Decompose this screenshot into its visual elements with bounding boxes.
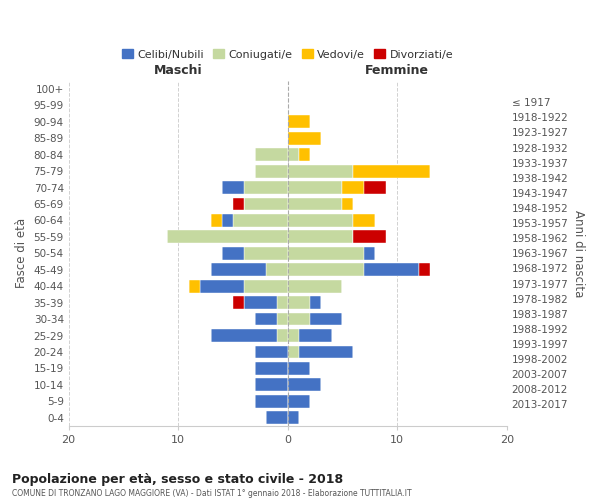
- Bar: [287, 312, 310, 326]
- Bar: [222, 181, 244, 194]
- Bar: [287, 230, 353, 243]
- Bar: [353, 230, 386, 243]
- Bar: [189, 280, 200, 292]
- Bar: [299, 346, 353, 358]
- Bar: [364, 247, 376, 260]
- Bar: [222, 247, 244, 260]
- Bar: [244, 280, 287, 292]
- Bar: [364, 264, 419, 276]
- Bar: [419, 264, 430, 276]
- Bar: [287, 116, 310, 128]
- Bar: [244, 181, 287, 194]
- Bar: [211, 214, 222, 227]
- Bar: [310, 296, 320, 309]
- Bar: [255, 362, 287, 375]
- Bar: [266, 264, 287, 276]
- Bar: [287, 214, 353, 227]
- Bar: [353, 214, 376, 227]
- Bar: [287, 329, 299, 342]
- Bar: [255, 164, 287, 177]
- Bar: [287, 132, 320, 144]
- Bar: [287, 395, 310, 407]
- Bar: [343, 181, 364, 194]
- Bar: [244, 296, 277, 309]
- Bar: [200, 280, 244, 292]
- Bar: [287, 164, 353, 177]
- Bar: [287, 181, 343, 194]
- Bar: [255, 148, 287, 161]
- Y-axis label: Fasce di età: Fasce di età: [15, 218, 28, 288]
- Bar: [299, 148, 310, 161]
- Text: Maschi: Maschi: [154, 64, 202, 78]
- Bar: [167, 230, 287, 243]
- Bar: [277, 296, 287, 309]
- Bar: [310, 312, 343, 326]
- Y-axis label: Anni di nascita: Anni di nascita: [572, 210, 585, 297]
- Bar: [287, 247, 364, 260]
- Bar: [255, 395, 287, 407]
- Bar: [255, 346, 287, 358]
- Bar: [244, 247, 287, 260]
- Bar: [266, 412, 287, 424]
- Legend: Celibi/Nubili, Coniugati/e, Vedovi/e, Divorziati/e: Celibi/Nubili, Coniugati/e, Vedovi/e, Di…: [118, 45, 458, 64]
- Bar: [233, 198, 244, 210]
- Bar: [255, 312, 277, 326]
- Bar: [287, 296, 310, 309]
- Bar: [287, 362, 310, 375]
- Bar: [211, 329, 277, 342]
- Bar: [287, 198, 343, 210]
- Bar: [287, 280, 343, 292]
- Bar: [299, 329, 332, 342]
- Bar: [287, 264, 364, 276]
- Bar: [287, 346, 299, 358]
- Bar: [255, 378, 287, 392]
- Bar: [277, 329, 287, 342]
- Bar: [277, 312, 287, 326]
- Text: COMUNE DI TRONZANO LAGO MAGGIORE (VA) - Dati ISTAT 1° gennaio 2018 - Elaborazion: COMUNE DI TRONZANO LAGO MAGGIORE (VA) - …: [12, 489, 412, 498]
- Bar: [364, 181, 386, 194]
- Bar: [222, 214, 233, 227]
- Bar: [233, 214, 287, 227]
- Bar: [287, 412, 299, 424]
- Bar: [287, 378, 320, 392]
- Bar: [287, 148, 299, 161]
- Text: Femmine: Femmine: [365, 64, 429, 78]
- Bar: [353, 164, 430, 177]
- Bar: [211, 264, 266, 276]
- Bar: [233, 296, 244, 309]
- Text: Popolazione per età, sesso e stato civile - 2018: Popolazione per età, sesso e stato civil…: [12, 472, 343, 486]
- Bar: [244, 198, 287, 210]
- Bar: [343, 198, 353, 210]
